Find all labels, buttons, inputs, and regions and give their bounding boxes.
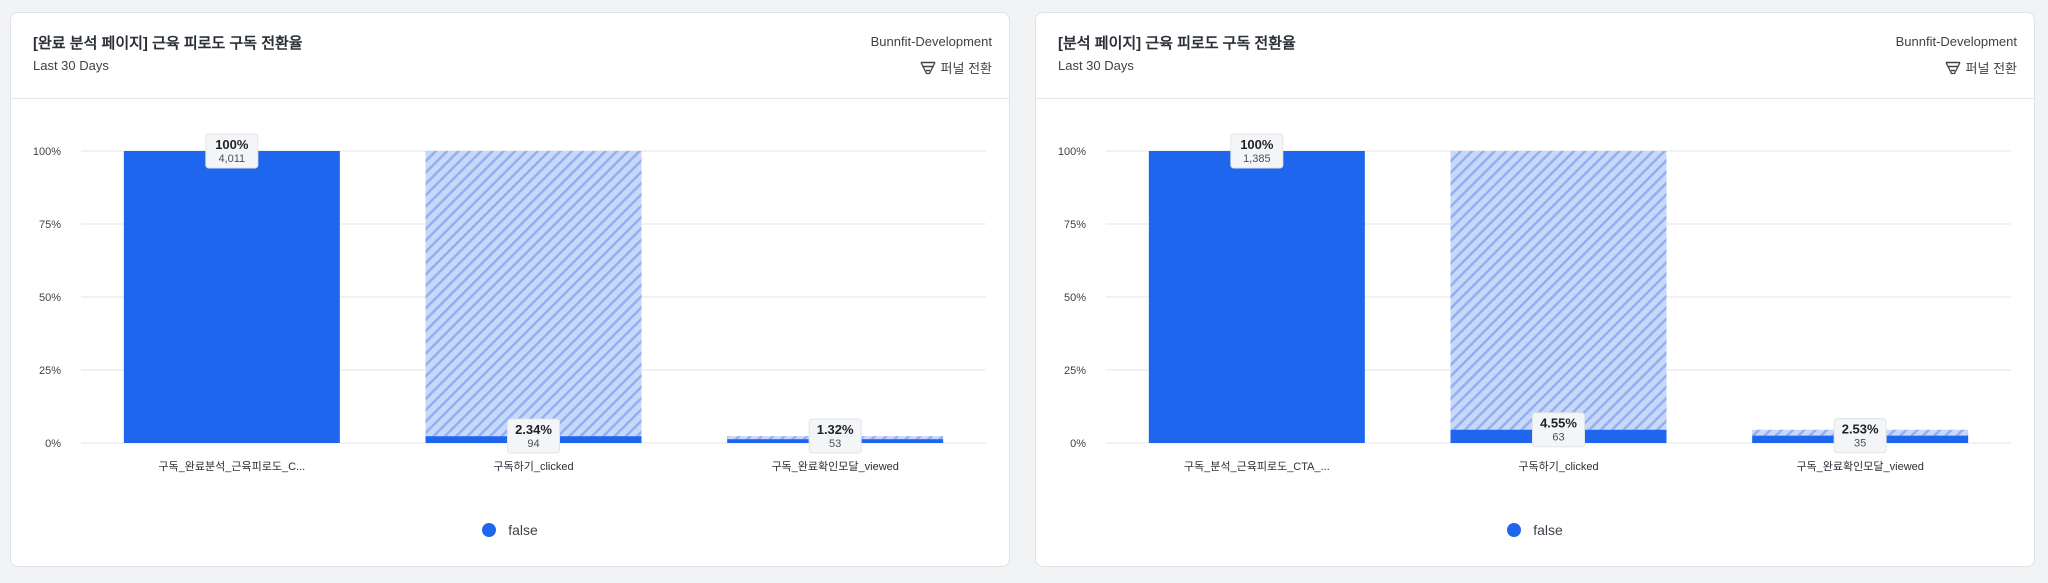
- funnel-chart-card[interactable]: [분석 페이지] 근육 피로도 구독 전환율 Last 30 Days Bunn…: [1035, 12, 2035, 567]
- y-tick-label: 0%: [1070, 438, 1086, 450]
- count-label: 63: [1552, 432, 1564, 444]
- percent-label: 2.53%: [1842, 422, 1879, 437]
- legend-color-dot: [482, 523, 497, 537]
- conversion-bar[interactable]: [1148, 151, 1365, 443]
- funnel-bar-chart: 0%25%50%75%100% 100%4,011구독_완료분석_근육피로도_C.…: [33, 133, 986, 473]
- y-tick-label: 100%: [1058, 146, 1086, 158]
- conversion-bar[interactable]: [123, 151, 340, 443]
- project-name: Bunnfit-Development: [870, 34, 992, 49]
- percent-label: 4.55%: [1540, 416, 1577, 431]
- y-tick-label: 25%: [39, 365, 61, 377]
- funnel-icon: [919, 61, 936, 74]
- card-title[interactable]: [분석 페이지] 근육 피로도 구독 전환율: [1058, 35, 1296, 52]
- card-header: [완료 분석 페이지] 근육 피로도 구독 전환율 Last 30 Days B…: [11, 13, 1009, 99]
- y-tick-label: 100%: [33, 146, 61, 158]
- y-tick-label: 75%: [1064, 219, 1086, 231]
- project-name: Bunnfit-Development: [1895, 34, 2017, 49]
- value-label-box: [808, 418, 862, 454]
- metric-type: 퍼널 전환: [919, 58, 992, 77]
- count-label: 35: [1854, 438, 1866, 450]
- legend-color-dot: [1507, 523, 1522, 537]
- metric-type-label: 퍼널 전환: [940, 61, 992, 76]
- legend-label[interactable]: false: [1533, 522, 1563, 538]
- y-tick-label: 25%: [1064, 365, 1086, 377]
- count-label: 53: [829, 438, 841, 450]
- value-label-box: [1230, 133, 1284, 169]
- percent-label: 2.34%: [515, 422, 552, 437]
- funnel-chart-card[interactable]: [완료 분석 페이지] 근육 피로도 구독 전환율 Last 30 Days B…: [10, 12, 1010, 567]
- date-range-label: Last 30 Days: [1058, 58, 1134, 73]
- dropoff-bar[interactable]: [1450, 151, 1667, 430]
- count-label: 94: [527, 438, 539, 450]
- count-label: 4,011: [218, 153, 245, 165]
- percent-label: 100%: [215, 137, 249, 152]
- y-tick-label: 50%: [1064, 292, 1086, 304]
- funnel-icon: [1944, 61, 1961, 74]
- funnel-bar-chart: 0%25%50%75%100% 100%1,385구독_분석_근육피로도_CTA_…: [1058, 133, 2011, 473]
- count-label: 1,385: [1243, 153, 1271, 165]
- chart-legend: false: [1036, 518, 2034, 542]
- y-tick-label: 50%: [39, 292, 61, 304]
- x-category-label: 구독하기_clicked: [1518, 459, 1598, 473]
- percent-label: 1.32%: [817, 422, 854, 437]
- x-category-label: 구독하기_clicked: [493, 459, 573, 473]
- metric-type: 퍼널 전환: [1944, 58, 2017, 77]
- y-tick-label: 0%: [45, 438, 61, 450]
- x-category-label: 구독_분석_근육피로도_CTA_...: [1184, 460, 1330, 473]
- legend-label[interactable]: false: [508, 522, 538, 538]
- value-label-box: [205, 133, 259, 169]
- x-category-label: 구독_완료확인모달_viewed: [771, 460, 898, 473]
- chart-legend: false: [11, 518, 1009, 542]
- value-label-box: [507, 418, 560, 454]
- y-tick-label: 75%: [39, 219, 61, 231]
- card-title[interactable]: [완료 분석 페이지] 근육 피로도 구독 전환율: [33, 35, 303, 52]
- card-header: [분석 페이지] 근육 피로도 구독 전환율 Last 30 Days Bunn…: [1036, 13, 2034, 99]
- date-range-label: Last 30 Days: [33, 58, 109, 73]
- x-category-label: 구독_완료확인모달_viewed: [1796, 460, 1923, 473]
- percent-label: 100%: [1240, 137, 1274, 152]
- metric-type-label: 퍼널 전환: [1965, 61, 2017, 76]
- x-category-label: 구독_완료분석_근육피로도_C...: [158, 460, 305, 473]
- value-label-box: [1833, 418, 1887, 454]
- value-label-box: [1532, 412, 1585, 448]
- dropoff-bar[interactable]: [425, 151, 642, 437]
